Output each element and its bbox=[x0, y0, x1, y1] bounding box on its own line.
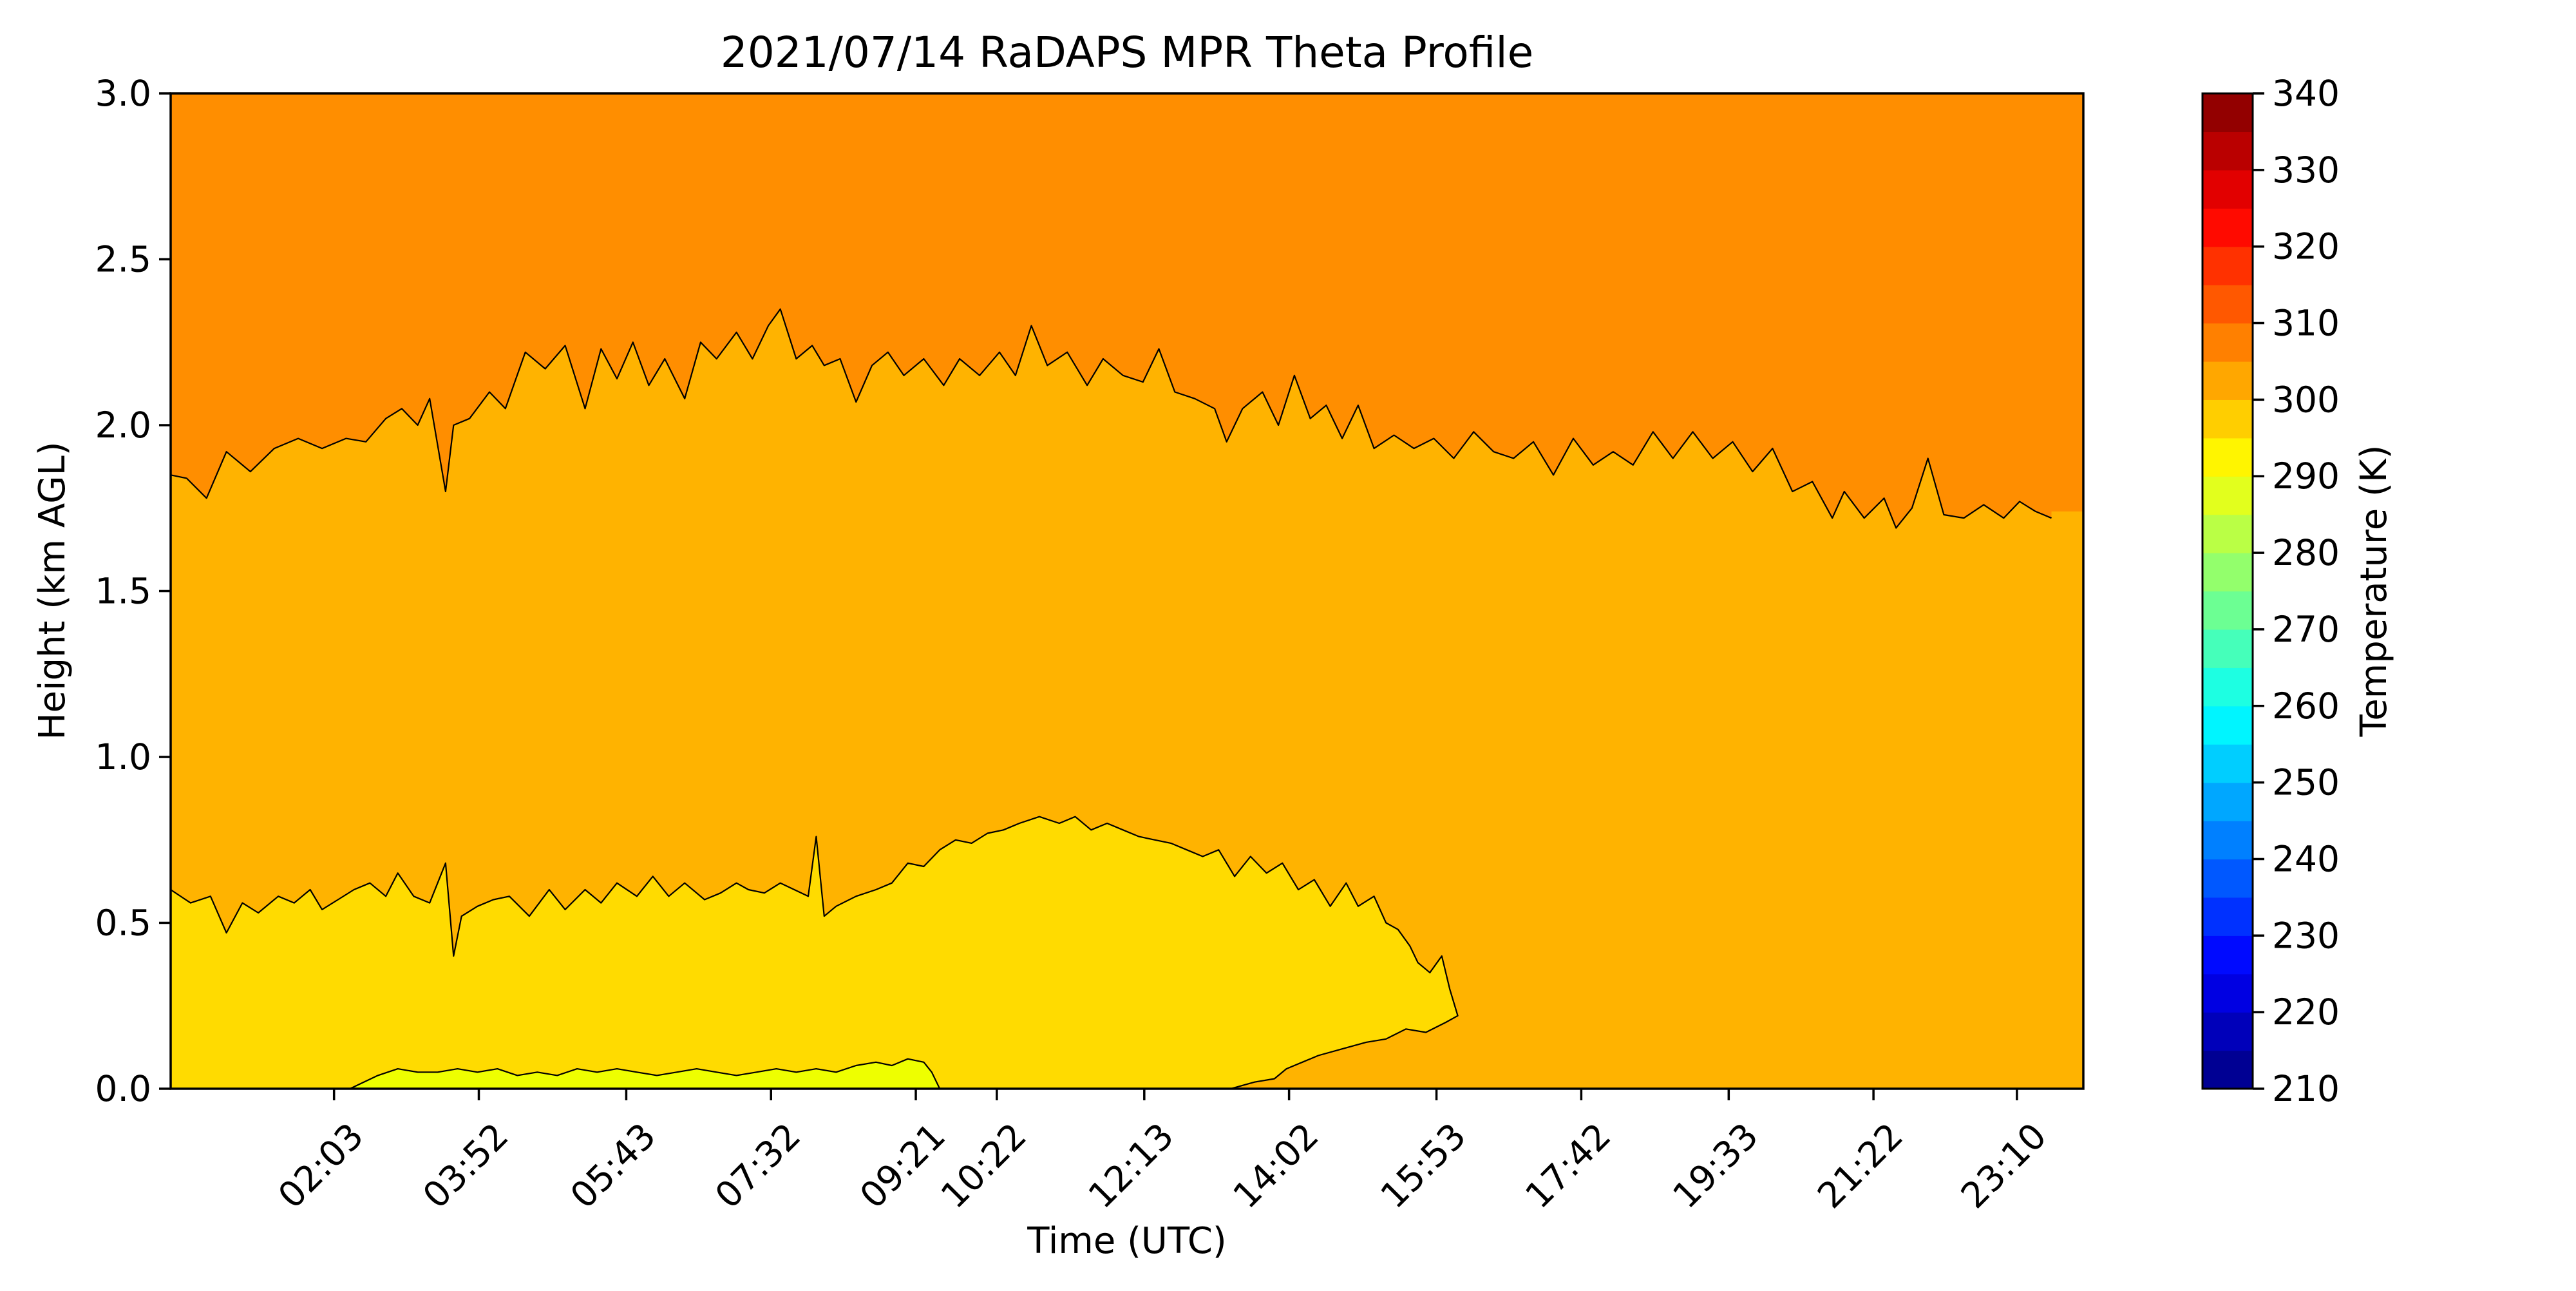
colorbar: 210 220 230 240 250 260 270 280 290 300 310 320 330 3… bbox=[2201, 73, 2340, 1109]
contour-300K bbox=[171, 816, 1459, 1089]
colorbar-tick-label: 270 bbox=[2272, 609, 2340, 650]
x-tick-label: 21:22 bbox=[1810, 1115, 1911, 1216]
colorbar-bin bbox=[2202, 782, 2253, 821]
colorbar-bin bbox=[2202, 285, 2253, 324]
colorbar-tick-label: 300 bbox=[2272, 379, 2340, 420]
colorbar-label: Temperature (K) bbox=[2353, 445, 2395, 738]
x-tick-label: 12:13 bbox=[1081, 1115, 1182, 1216]
colorbar-bin bbox=[2202, 859, 2253, 898]
x-tick-label: 10:22 bbox=[933, 1115, 1034, 1216]
colorbar-bin bbox=[2202, 399, 2253, 439]
y-tick-label: 0.0 bbox=[95, 1068, 151, 1109]
region-300-305K-edge bbox=[2051, 511, 2083, 1089]
colorbar-bin bbox=[2202, 591, 2253, 630]
colorbar-bin bbox=[2202, 553, 2253, 592]
chart-title: 2021/07/14 RaDAPS MPR Theta Profile bbox=[721, 28, 1534, 77]
plot-area bbox=[171, 93, 2083, 1089]
colorbar-bin bbox=[2202, 1012, 2253, 1051]
y-tick-label: 1.0 bbox=[95, 736, 151, 778]
colorbar-bin bbox=[2202, 93, 2253, 133]
colorbar-tick-label: 290 bbox=[2272, 455, 2340, 497]
x-tick-label: 02:03 bbox=[270, 1115, 371, 1216]
colorbar-bin bbox=[2202, 744, 2253, 783]
colorbar-bin bbox=[2202, 514, 2253, 553]
colorbar-tick-label: 280 bbox=[2272, 532, 2340, 573]
colorbar-tick-label: 260 bbox=[2272, 685, 2340, 727]
x-tick-label: 23:10 bbox=[1953, 1115, 2054, 1216]
colorbar-bin bbox=[2202, 629, 2253, 668]
x-tick-label: 03:52 bbox=[415, 1115, 516, 1216]
colorbar-bin bbox=[2202, 476, 2253, 515]
y-tick-label: 1.5 bbox=[95, 571, 151, 612]
colorbar-bin bbox=[2202, 935, 2253, 975]
colorbar-tick-label: 340 bbox=[2272, 73, 2340, 114]
y-tick-label: 0.5 bbox=[95, 903, 151, 944]
contours-layer bbox=[171, 308, 2052, 1089]
colorbar-bin bbox=[2202, 169, 2253, 209]
colorbar-bin bbox=[2202, 131, 2253, 171]
x-tick-label: 07:32 bbox=[707, 1115, 808, 1216]
y-axis: 0.0 0.5 1.0 1.5 2.0 2.5 3.0 bbox=[95, 73, 171, 1109]
colorbar-bin bbox=[2202, 208, 2253, 247]
colorbar-tick-label: 250 bbox=[2272, 762, 2340, 803]
colorbar-frame bbox=[2201, 92, 2254, 1090]
colorbar-bin bbox=[2202, 821, 2253, 860]
colorbar-tick-label: 220 bbox=[2272, 991, 2340, 1033]
colorbar-tick-label: 240 bbox=[2272, 838, 2340, 879]
x-tick-label: 17:42 bbox=[1517, 1115, 1618, 1216]
colorbar-bin bbox=[2202, 361, 2253, 400]
x-axis-label: Time (UTC) bbox=[1027, 1220, 1227, 1262]
colorbar-bin bbox=[2202, 897, 2253, 936]
x-tick-label: 19:33 bbox=[1665, 1115, 1766, 1216]
colorbar-tick-label: 320 bbox=[2272, 226, 2340, 267]
colorbar-bin bbox=[2202, 973, 2253, 1013]
colorbar-bin bbox=[2202, 705, 2253, 745]
contour-305K bbox=[171, 308, 2052, 529]
colorbar-bin bbox=[2202, 246, 2253, 285]
colorbar-bin bbox=[2202, 1050, 2253, 1089]
contour-295K bbox=[349, 1058, 941, 1089]
colorbar-bin bbox=[2202, 437, 2253, 477]
colorbar-bin bbox=[2202, 323, 2253, 362]
colorbar-tick-label: 210 bbox=[2272, 1068, 2340, 1109]
x-tick-label: 15:53 bbox=[1372, 1115, 1473, 1216]
x-tick-label: 05:43 bbox=[562, 1115, 663, 1216]
y-tick-label: 3.0 bbox=[95, 73, 151, 114]
y-tick-label: 2.0 bbox=[95, 405, 151, 446]
colorbar-tick-label: 330 bbox=[2272, 149, 2340, 191]
y-axis-label: Height (km AGL) bbox=[32, 441, 73, 740]
x-tick-label: 14:02 bbox=[1225, 1115, 1326, 1216]
colorbar-bin bbox=[2202, 667, 2253, 707]
regions-layer bbox=[171, 309, 2083, 1089]
region-295-300K bbox=[171, 816, 1458, 1089]
colorbar-tick-label: 310 bbox=[2272, 303, 2340, 344]
colorbar-tick-label: 230 bbox=[2272, 915, 2340, 956]
x-tick-label: 09:21 bbox=[852, 1115, 953, 1216]
y-tick-label: 2.5 bbox=[95, 239, 151, 280]
